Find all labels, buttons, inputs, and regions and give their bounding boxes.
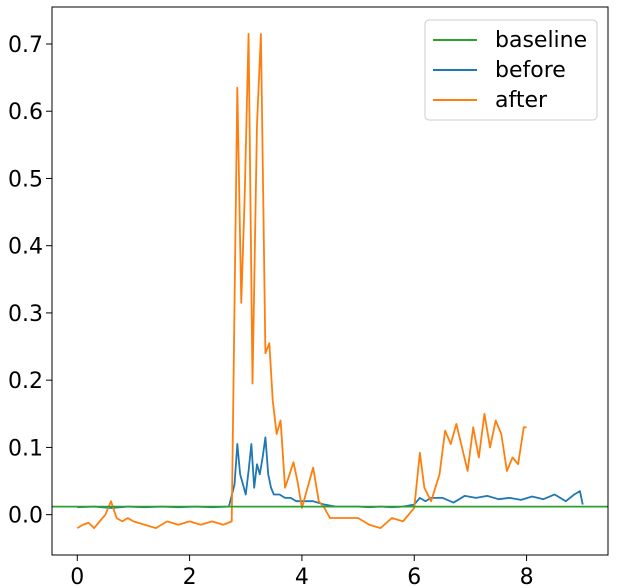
y-axis: 0.0 0.1 0.2 0.3 0.4 0.5 0.6 0.7 [8,33,52,529]
legend-label-before: before [495,58,566,83]
legend-label-after: after [495,88,548,113]
y-tick-label: 0.4 [8,235,43,260]
y-tick-label: 0.3 [8,302,43,327]
y-tick-label: 0.6 [8,100,43,125]
legend: baseline before after [424,19,598,121]
y-tick-label: 0.5 [8,167,43,192]
x-tick-label: 2 [183,565,197,588]
plot-frame [51,6,609,556]
x-tick-label: 4 [295,565,309,588]
legend-label-baseline: baseline [495,28,587,53]
series-line-before [77,436,584,509]
x-tick-label: 8 [520,565,534,588]
series-line-after [76,33,527,529]
y-tick-label: 0.7 [8,33,43,58]
x-tick-label: 0 [70,565,84,588]
series-layer [52,33,608,529]
y-tick-label: 0.1 [8,436,43,461]
x-axis: 0 2 4 6 8 [70,555,534,588]
y-tick-label: 0.2 [8,369,43,394]
x-tick-label: 6 [407,565,421,588]
legend-box [424,19,598,121]
y-tick-label: 0.0 [8,504,43,529]
